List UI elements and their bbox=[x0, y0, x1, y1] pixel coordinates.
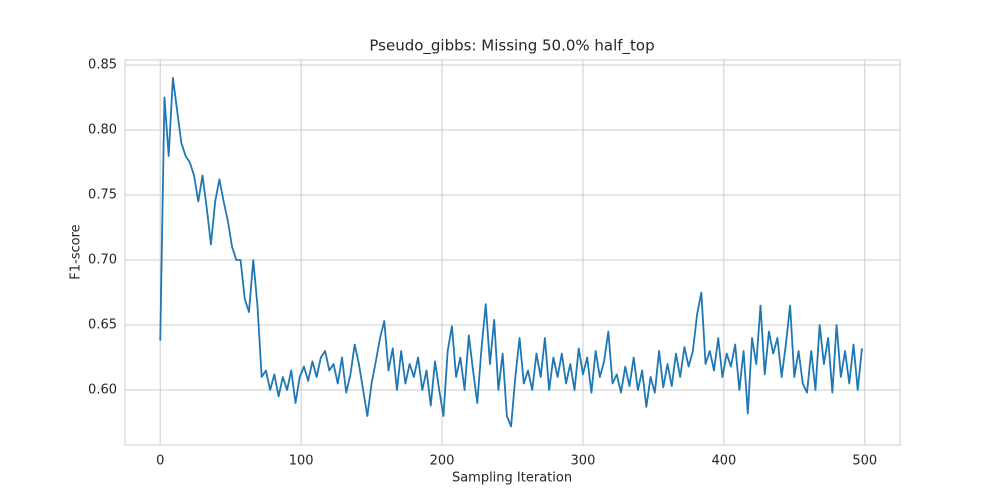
y-tick-label: 0.75 bbox=[88, 187, 117, 202]
y-tick-label: 0.65 bbox=[88, 317, 117, 332]
x-tick-label: 400 bbox=[711, 454, 736, 469]
x-tick-label: 500 bbox=[852, 454, 877, 469]
x-tick-label: 100 bbox=[289, 454, 314, 469]
x-axis-label: Sampling Iteration bbox=[452, 471, 572, 486]
chart-title: Pseudo_gibbs: Missing 50.0% half_top bbox=[369, 37, 654, 56]
y-tick-label: 0.80 bbox=[88, 122, 117, 137]
y-tick-label: 0.70 bbox=[88, 252, 117, 267]
x-tick-label: 0 bbox=[156, 454, 164, 469]
data-line bbox=[159, 77, 863, 428]
x-tick-label: 200 bbox=[430, 454, 455, 469]
plot-area bbox=[124, 59, 901, 446]
y-tick-label: 0.60 bbox=[88, 383, 117, 398]
y-axis-label: F1-score bbox=[69, 224, 84, 279]
x-tick-label: 300 bbox=[571, 454, 596, 469]
y-tick-label: 0.85 bbox=[88, 57, 117, 72]
